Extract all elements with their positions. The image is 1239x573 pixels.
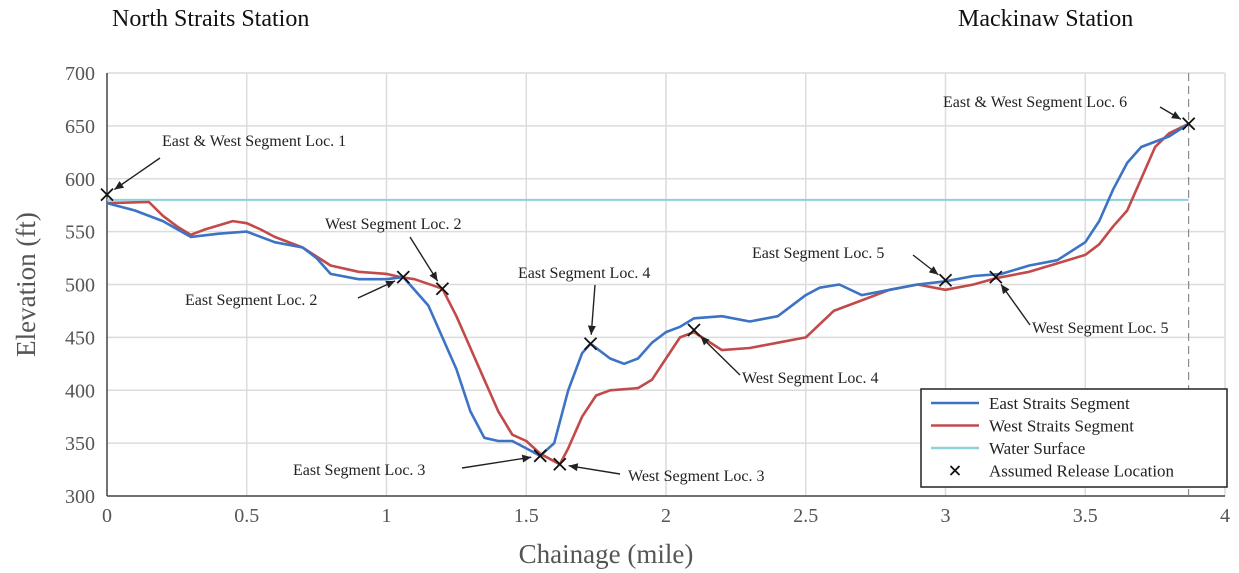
annotation-label: West Segment Loc. 5 <box>1032 320 1168 337</box>
release-point-marker <box>435 282 450 296</box>
y-tick-label: 400 <box>65 380 95 402</box>
legend-item: Assumed Release Location <box>949 462 1175 481</box>
legend: East Straits Segment West Straits Segment… <box>920 388 1228 488</box>
legend-item: West Straits Segment <box>931 417 1134 436</box>
annotation: East Segment Loc. 5 <box>752 245 939 276</box>
annotation-arrow-shaft <box>461 456 532 469</box>
annotation-arrow-shaft <box>699 335 741 376</box>
release-marker-stroke <box>687 323 701 337</box>
annotation: East & West Segment Loc. 1 <box>114 133 346 191</box>
annotation-arrow-head <box>928 266 939 275</box>
release-marker-stroke <box>553 457 567 471</box>
release-marker-stroke <box>435 282 450 296</box>
y-tick-label: 350 <box>65 433 95 455</box>
annotation-label: East Segment Loc. 5 <box>752 245 884 262</box>
annotation: West Segment Loc. 4 <box>699 335 878 387</box>
mackinaw-station-label: Mackinaw Station <box>958 6 1134 32</box>
release-marker-stroke <box>938 273 953 287</box>
annotation: East Segment Loc. 2 <box>185 280 396 309</box>
x-tick-label: 1.5 <box>514 505 539 527</box>
north-straits-station-label: North Straits Station <box>112 6 310 32</box>
annotation-label: West Segment Loc. 4 <box>742 370 878 387</box>
legend-label: West Straits Segment <box>989 417 1134 436</box>
annotation-arrow-head <box>1171 111 1181 120</box>
annotation-arrow-head <box>587 325 596 335</box>
annotation: West Segment Loc. 2 <box>325 216 461 282</box>
release-point-marker <box>100 187 114 202</box>
annotation-arrow-head <box>700 336 710 346</box>
release-point-marker <box>687 323 701 337</box>
release-marker-stroke <box>396 270 410 284</box>
annotation-arrow-shaft <box>114 157 161 191</box>
x-tick-label: 2 <box>661 505 671 527</box>
release-point-marker <box>583 337 598 351</box>
legend-label: East Straits Segment <box>989 394 1130 413</box>
annotation-label: West Segment Loc. 3 <box>628 468 764 485</box>
annotation-arrow-head <box>429 271 438 282</box>
annotation-label: East & West Segment Loc. 6 <box>943 94 1127 111</box>
release-point-marker <box>1182 117 1196 131</box>
annotation-arrow-head <box>521 454 532 463</box>
x-tick-label: 3.5 <box>1073 505 1098 527</box>
y-axis-title: Elevation (ft) <box>11 212 41 357</box>
annotation-arrow-head <box>568 463 579 472</box>
annotation-arrow-head <box>385 280 396 289</box>
release-marker-stroke <box>100 187 114 202</box>
y-tick-label: 650 <box>65 116 95 138</box>
annotation: East & West Segment Loc. 6 <box>943 94 1182 120</box>
y-tick-label: 300 <box>65 486 95 508</box>
legend-swatch <box>949 465 961 476</box>
release-marker-stroke <box>533 449 547 463</box>
x-tick-label: 0.5 <box>234 505 259 527</box>
annotation: West Segment Loc. 5 <box>1000 284 1168 337</box>
y-tick-label: 550 <box>65 222 95 244</box>
annotation: West Segment Loc. 3 <box>568 463 764 485</box>
annotation-label: East & West Segment Loc. 1 <box>162 133 346 150</box>
legend-label: Assumed Release Location <box>989 462 1175 481</box>
annotation-label: East Segment Loc. 3 <box>293 462 425 479</box>
x-tick-label: 2.5 <box>793 505 818 527</box>
x-tick-label: 0 <box>102 505 112 527</box>
y-tick-label: 500 <box>65 275 95 297</box>
x-axis-title: Chainage (mile) <box>519 539 694 569</box>
legend-box <box>920 388 1228 488</box>
annotation-label: East Segment Loc. 2 <box>185 292 317 309</box>
release-point-marker <box>553 457 567 471</box>
annotation: East Segment Loc. 3 <box>293 454 532 479</box>
x-tick-label: 1 <box>382 505 392 527</box>
annotation-arrow-head <box>1001 284 1010 295</box>
x-tick-label: 4 <box>1220 505 1230 527</box>
legend-label: Water Surface <box>989 439 1085 458</box>
legend-item: Water Surface <box>931 439 1085 458</box>
release-marker-stroke <box>583 337 598 351</box>
series-line-east-straits-segment <box>106 122 1190 458</box>
annotation: East Segment Loc. 4 <box>518 265 650 335</box>
legend-item: East Straits Segment <box>931 394 1130 413</box>
annotation-arrow-head <box>114 181 125 190</box>
release-point-marker <box>533 449 547 463</box>
release-point-marker <box>938 273 953 287</box>
y-tick-label: 450 <box>65 327 95 349</box>
y-tick-label: 700 <box>65 63 95 85</box>
release-point-marker <box>396 270 410 284</box>
annotation-label: East Segment Loc. 4 <box>518 265 650 282</box>
annotation-label: West Segment Loc. 2 <box>325 216 461 233</box>
x-tick-label: 3 <box>941 505 951 527</box>
release-marker-stroke <box>989 270 1003 284</box>
release-point-marker <box>989 270 1003 284</box>
y-tick-label: 600 <box>65 169 95 191</box>
release-marker-stroke <box>1182 117 1196 131</box>
series-line-west-straits-segment <box>106 122 1190 466</box>
